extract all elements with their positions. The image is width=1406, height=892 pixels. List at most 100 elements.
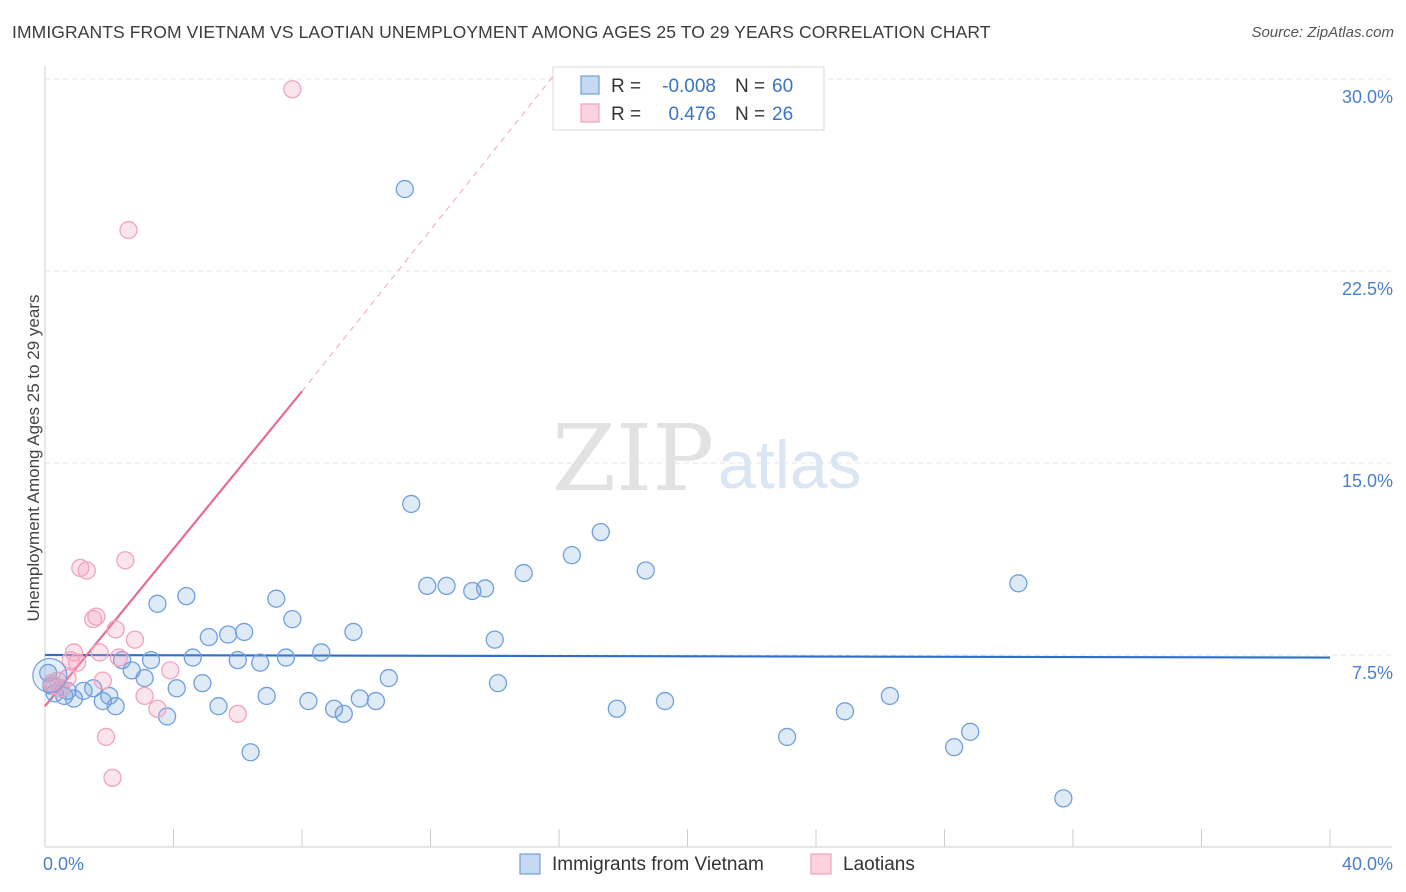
legend-n-label-2: N = xyxy=(735,104,765,125)
point-laotians-15 xyxy=(109,648,129,667)
point-vietnam-52 xyxy=(607,699,626,718)
y-tick-label-3: 30.0% xyxy=(1342,87,1393,107)
point-vietnam-37 xyxy=(344,622,363,642)
point-laotians-22 xyxy=(228,704,247,724)
x-tick-label-0: 0.0% xyxy=(43,854,84,874)
point-vietnam-10 xyxy=(100,686,119,706)
point-vietnam-22 xyxy=(199,627,218,647)
legend-swatch-laotians xyxy=(580,103,600,123)
point-laotians-9 xyxy=(87,607,106,626)
point-vietnam-cluster xyxy=(32,657,68,694)
point-vietnam-53 xyxy=(636,561,655,580)
point-laotians-25 xyxy=(67,653,87,672)
point-vietnam-55 xyxy=(777,727,797,747)
legend-r-value-1: -0.008 xyxy=(662,76,716,97)
bottom-legend: Immigrants from Vietnam Laotians xyxy=(519,853,915,875)
point-vietnam-33 xyxy=(299,691,318,711)
point-laotians-12 xyxy=(96,727,116,747)
point-vietnam-25 xyxy=(228,650,247,670)
legend-n-value-2: 26 xyxy=(772,104,793,125)
point-vietnam-6 xyxy=(64,689,84,708)
legend-n-value-1: 60 xyxy=(772,76,793,97)
y-tick-label-1: 15.0% xyxy=(1342,471,1393,491)
y-axis-label: Unemployment Among Ages 25 to 29 years xyxy=(24,295,43,622)
point-vietnam-28 xyxy=(251,653,270,672)
source-credit: Source: ZipAtlas.com xyxy=(1251,24,1394,41)
x-tick-label-1: 40.0% xyxy=(1342,854,1393,874)
y-tick-label-2: 22.5% xyxy=(1342,279,1393,299)
point-vietnam-56 xyxy=(835,702,855,721)
legend-swatch-vietnam xyxy=(580,75,600,95)
point-vietnam-50 xyxy=(562,546,581,565)
watermark-zip: ZIP xyxy=(552,405,714,512)
bottom-legend-swatch-vietnam xyxy=(519,853,541,875)
point-vietnam-47 xyxy=(485,630,504,649)
point-vietnam-57 xyxy=(880,686,900,706)
chart-title: IMMIGRANTS FROM VIETNAM VS LAOTIAN UNEMP… xyxy=(12,22,991,42)
point-vietnam-23 xyxy=(209,697,228,716)
point-laotians-21 xyxy=(161,661,180,680)
point-laotians-10 xyxy=(90,643,109,662)
point-laotians-11 xyxy=(93,671,112,690)
point-laotians-16 xyxy=(116,551,135,570)
point-laotians-23 xyxy=(283,80,302,99)
data-points xyxy=(32,80,1073,808)
legend-r-value-2: 0.476 xyxy=(668,104,716,125)
point-vietnam-51 xyxy=(591,522,610,542)
point-vietnam-36 xyxy=(334,704,353,724)
legend-n-label-1: N = xyxy=(735,76,765,97)
point-laotians-7 xyxy=(77,561,96,580)
point-vietnam-61 xyxy=(1054,789,1073,808)
trend-line-0 xyxy=(44,653,1331,659)
point-vietnam-31 xyxy=(276,648,296,667)
point-vietnam-17 xyxy=(157,707,177,726)
point-vietnam-42 xyxy=(402,494,421,514)
point-vietnam-54 xyxy=(655,691,675,711)
bottom-legend-label-laotians: Laotians xyxy=(843,854,915,875)
point-vietnam-44 xyxy=(437,576,456,596)
point-vietnam-15 xyxy=(141,650,161,670)
point-vietnam-58 xyxy=(944,738,964,757)
point-vietnam-34 xyxy=(312,643,331,662)
point-vietnam-8 xyxy=(84,679,103,698)
point-vietnam-59 xyxy=(961,722,980,741)
point-vietnam-60 xyxy=(1009,574,1028,593)
point-vietnam-48 xyxy=(488,674,508,693)
point-vietnam-26 xyxy=(235,622,254,642)
legend-r-label-2: R = xyxy=(611,104,641,125)
trend-line-1 xyxy=(44,390,303,707)
point-vietnam-14 xyxy=(135,668,154,688)
point-laotians-20 xyxy=(148,699,167,718)
point-laotians-13 xyxy=(103,768,122,788)
point-vietnam-39 xyxy=(366,691,386,711)
point-vietnam-20 xyxy=(183,648,202,667)
point-vietnam-46 xyxy=(475,579,495,598)
point-vietnam-38 xyxy=(350,689,369,708)
point-vietnam-30 xyxy=(267,589,286,608)
point-laotians-19 xyxy=(135,686,154,706)
watermark-atlas: atlas xyxy=(718,427,862,503)
point-vietnam-11 xyxy=(106,697,125,716)
point-vietnam-27 xyxy=(241,743,260,762)
point-vietnam-19 xyxy=(177,586,196,606)
point-vietnam-16 xyxy=(148,594,167,613)
bottom-legend-swatch-laotians xyxy=(810,853,832,875)
trend-lines xyxy=(44,68,1331,707)
tick-labels: 7.5% 15.0% 22.5% 30.0% 0.0% 40.0% xyxy=(43,87,1393,874)
point-vietnam-35 xyxy=(324,699,344,718)
watermark: ZIP atlas xyxy=(552,405,862,512)
point-vietnam-18 xyxy=(167,679,186,698)
point-laotians-5 xyxy=(64,643,84,662)
legend-r-label-1: R = xyxy=(611,76,641,97)
point-vietnam-21 xyxy=(193,674,212,693)
trend-extension-1 xyxy=(301,68,560,392)
point-laotians-18 xyxy=(125,630,145,649)
bottom-legend-label-vietnam: Immigrants from Vietnam xyxy=(552,854,764,875)
legend-box: R = -0.008 N = 60 R = 0.476 N = 26 xyxy=(552,66,825,131)
axes xyxy=(44,66,1392,848)
point-vietnam-40 xyxy=(379,668,398,688)
point-vietnam-43 xyxy=(418,576,437,596)
point-vietnam-24 xyxy=(218,625,238,644)
point-vietnam-41 xyxy=(395,179,414,199)
